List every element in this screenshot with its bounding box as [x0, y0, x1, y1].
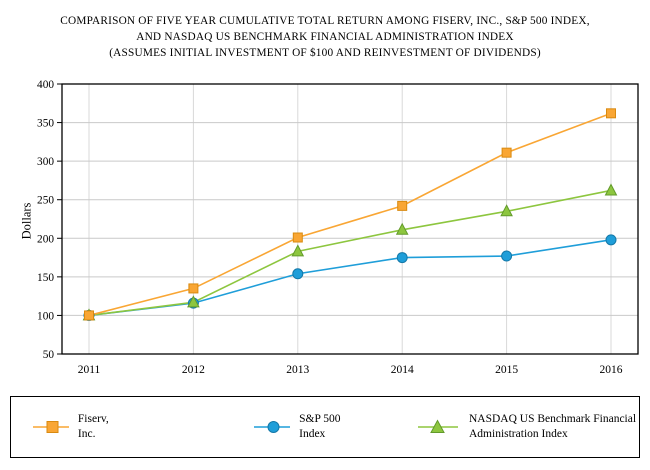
series-line-1: [88, 239, 612, 317]
legend-item-nasdaq: NASDAQ US Benchmark Financial Administra…: [416, 412, 639, 442]
y-tick-label: 150: [37, 272, 54, 284]
data-point-square: [606, 108, 616, 119]
total-return-chart: 400 350 300 250 200 150 100 50 2011 2012 2013 2014 2…: [37, 79, 639, 376]
data-point-square: [501, 147, 512, 158]
x-tick-label: 2015: [495, 364, 518, 376]
data-point-circle: [605, 234, 617, 246]
series-line-0: [88, 112, 612, 317]
x-tick-label: 2016: [600, 364, 623, 376]
data-point-triangle: [500, 204, 513, 217]
x-tick-label: 2011: [78, 364, 101, 376]
nasdaq-triangle-marker-icon: [418, 419, 458, 433]
chart-title-line2: AND NASDAQ US BENCHMARK FINANCIAL ADMINI…: [136, 31, 514, 44]
x-tick-label: 2013: [286, 364, 309, 376]
x-tick-label: 2012: [182, 364, 205, 376]
y-tick-label: 350: [37, 118, 54, 130]
y-tick-label: 400: [37, 79, 54, 91]
legend-label-sp500: S&P 500 Index: [299, 413, 341, 440]
data-point-square: [188, 283, 199, 294]
data-point-circle: [396, 252, 408, 264]
chart-title-line3: (ASSUMES INITIAL INVESTMENT OF $100 AND …: [109, 47, 541, 60]
data-point-triangle: [604, 183, 618, 196]
fiserv-square-marker-icon: [33, 421, 69, 433]
legend-label-fiserv: Fiserv, Inc.: [77, 413, 109, 440]
x-tick-label: 2014: [391, 364, 414, 376]
chart-title-line1: COMPARISON OF FIVE YEAR CUMULATIVE TOTAL…: [60, 15, 590, 27]
data-point-circle: [292, 268, 304, 280]
series-line-2: [88, 189, 612, 317]
data-point-square: [292, 232, 303, 243]
y-tick-label: 200: [37, 233, 54, 245]
y-tick-label: 250: [37, 195, 54, 207]
chart-title: COMPARISON OF FIVE YEAR CUMULATIVE TOTAL…: [0, 13, 650, 61]
legend-item-fiserv: Fiserv, Inc.: [31, 412, 122, 442]
y-tick-label: 300: [37, 156, 54, 168]
y-tick-label: 100: [37, 310, 54, 322]
data-point-triangle: [395, 222, 409, 235]
data-point-triangle: [187, 295, 200, 308]
legend-item-sp500: S&P 500 Index: [252, 412, 360, 442]
data-point-circle: [501, 250, 513, 262]
y-tick-label: 50: [43, 349, 55, 361]
legend-box: Fiserv, Inc. S&P 500 Index NASDAQ US Ben…: [10, 396, 640, 458]
data-point-square: [397, 200, 408, 211]
data-point-square: [84, 310, 94, 321]
data-point-triangle: [291, 244, 305, 257]
legend-label-nasdaq: NASDAQ US Benchmark Financial Administra…: [469, 413, 637, 440]
plot-border: [61, 83, 639, 355]
sp500-circle-marker-icon: [254, 421, 291, 433]
